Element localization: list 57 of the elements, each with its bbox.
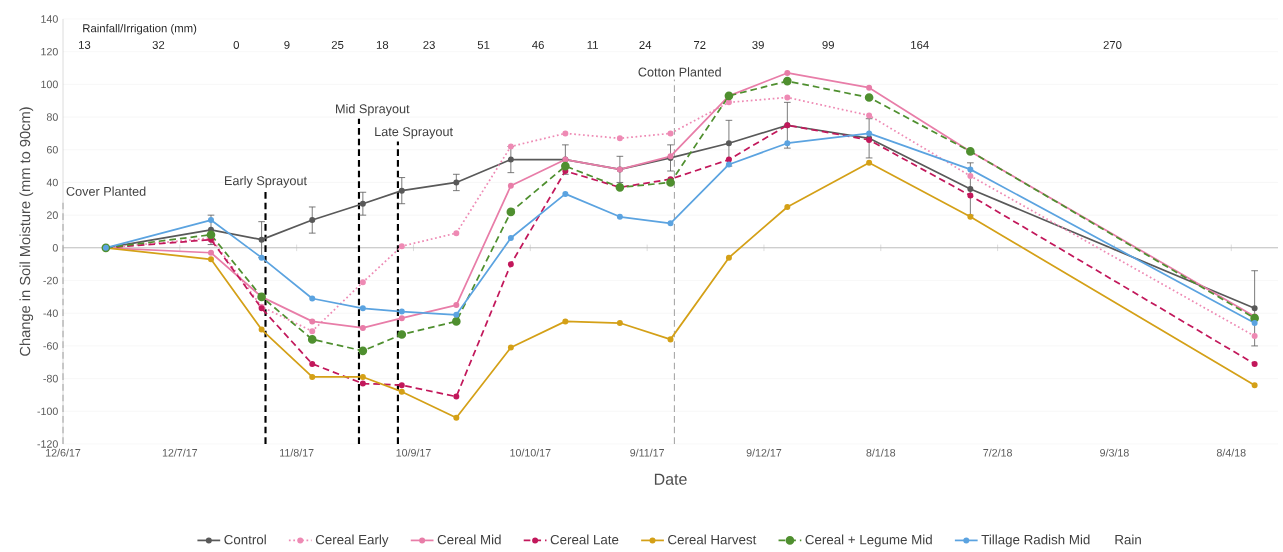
annotation: 270 [1103,41,1122,50]
y-tick-label: 20 [46,211,58,220]
x-tick-label: 12/6/17 [46,448,81,457]
annotation: 25 [331,41,344,50]
y-tick-label: 120 [41,48,58,56]
y-tick-label: -20 [43,276,58,285]
annotation: 0 [233,41,240,50]
annotation: 46 [532,41,544,50]
ref-line-label: Late Sprayout [375,127,453,139]
y-tick-label: -100 [37,407,58,416]
annotation: 18 [376,41,389,50]
annotation: 39 [752,41,764,50]
y-axis-title: Change in Soil Moisture (mm to 90cm) [19,107,34,357]
y-tick-label: -120 [37,440,58,448]
annotation: 23 [423,41,435,50]
x-tick-label: 9/11/17 [630,448,664,457]
legend-label: Cereal + Legume Mid [805,534,932,548]
annotation: 164 [911,41,929,50]
legend-label: Tillage Radish Mid [981,534,1090,548]
x-axis-title: Date [654,473,687,486]
annotation: 99 [822,41,834,50]
legend-label: Cereal Mid [437,534,501,545]
annotation: 24 [639,41,652,50]
y-tick-label: -80 [43,375,58,383]
y-tick-label: 0 [52,244,58,252]
ref-line-label: Cotton Planted [638,67,721,77]
y-tick-label: -60 [43,342,58,350]
y-tick-label: -40 [43,309,58,318]
legend-label: Cereal Early [315,534,389,548]
x-tick-label: 9/12/17 [746,448,782,457]
annotation: 32 [152,41,165,50]
legend-label: Cereal Harvest [668,534,757,545]
x-tick-label: 9/3/18 [1100,448,1129,457]
x-tick-label: 11/8/17 [280,448,314,457]
annotation: 72 [694,41,706,50]
text: Rain [1115,534,1141,545]
y-tick-label: 80 [46,113,58,122]
annotation: 9 [284,41,290,50]
x-tick-label: 8/4/18 [1216,448,1246,457]
y-tick-label: 60 [46,146,58,154]
annotation: 51 [477,41,490,50]
annotation: 13 [78,41,91,50]
annotation: 11 [587,41,598,50]
legend-label: Cereal Late [550,534,619,545]
ref-line-label: Early Sprayout [225,176,307,188]
x-tick-label: 12/7/17 [162,448,198,457]
ref-line-label: Mid Sprayout [336,104,410,116]
y-tick-label: 140 [41,15,58,23]
x-tick-label: 10/10/17 [510,448,551,457]
ref-line-label: Cover Planted [66,186,146,197]
legend-label: Control [224,534,266,545]
annotation: Rainfall/Irrigation (mm) [83,24,197,35]
y-tick-label: 40 [46,178,58,187]
y-tick-label: 100 [41,80,58,89]
x-tick-label: 10/9/17 [396,448,431,457]
x-tick-label: 8/1/18 [866,448,896,457]
x-tick-label: 7/2/18 [983,448,1012,457]
